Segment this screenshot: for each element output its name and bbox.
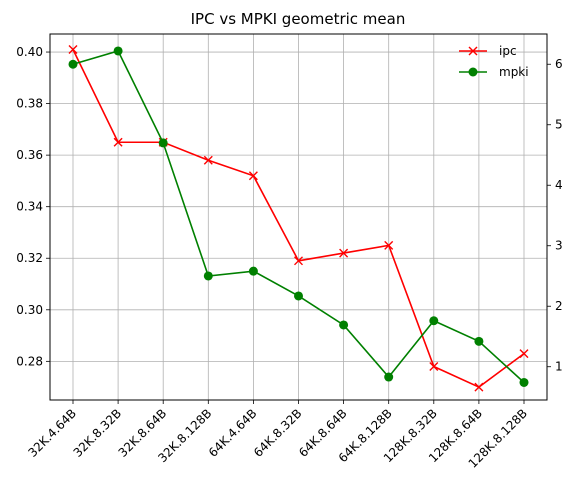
- point-mpki: [474, 336, 484, 346]
- point-ipc: [294, 256, 303, 266]
- legend-marker: [468, 67, 478, 77]
- left-axis: 0.28 0.30 0.32 0.34 0.36 0.38 0.40: [16, 45, 50, 368]
- point-ipc: [429, 361, 439, 371]
- point-mpki: [248, 266, 258, 276]
- point-ipc: [339, 248, 349, 258]
- right-tick-label: 6: [555, 57, 563, 71]
- x-axis: 32K.4.64B32K.8.32B32K.8.64B32K.8.128B64K…: [25, 400, 530, 471]
- right-tick-label: 4: [555, 178, 563, 192]
- left-tick-label: 0.34: [16, 200, 43, 214]
- legend-label: mpki: [499, 65, 529, 79]
- point-ipc: [384, 240, 394, 250]
- right-tick-label: 2: [555, 299, 563, 313]
- left-tick-label: 0.40: [16, 45, 43, 59]
- series-layer: [68, 44, 529, 392]
- point-mpki: [158, 138, 168, 148]
- point-mpki: [68, 59, 78, 69]
- left-tick-label: 0.30: [16, 303, 43, 317]
- left-tick-label: 0.28: [16, 354, 43, 368]
- right-axis: 1 2 3 4 5 6: [547, 57, 563, 374]
- chart-title: IPC vs MPKI geometric mean: [191, 10, 406, 28]
- point-ipc: [113, 137, 123, 147]
- legend-entry-mpki: mpki: [459, 65, 529, 79]
- point-mpki: [429, 316, 439, 326]
- point-ipc: [248, 171, 258, 181]
- point-mpki: [294, 291, 303, 301]
- grid: [50, 34, 547, 400]
- left-tick-label: 0.38: [16, 97, 43, 111]
- point-ipc: [68, 44, 78, 54]
- legend-label: ipc: [499, 44, 517, 58]
- point-mpki: [384, 372, 394, 382]
- point-ipc: [203, 155, 213, 165]
- point-ipc: [519, 349, 529, 359]
- legend-marker: [468, 46, 478, 56]
- point-mpki: [519, 377, 529, 387]
- legend: ipc mpki: [459, 44, 529, 79]
- point-mpki: [113, 46, 123, 56]
- left-tick-label: 0.32: [16, 251, 43, 265]
- right-tick-label: 3: [555, 239, 563, 253]
- point-mpki: [339, 320, 349, 330]
- right-tick-label: 5: [555, 118, 563, 132]
- point-mpki: [203, 271, 213, 281]
- right-tick-label: 1: [555, 360, 563, 374]
- left-tick-label: 0.36: [16, 148, 43, 162]
- legend-entry-ipc: ipc: [459, 44, 517, 58]
- point-ipc: [474, 382, 484, 392]
